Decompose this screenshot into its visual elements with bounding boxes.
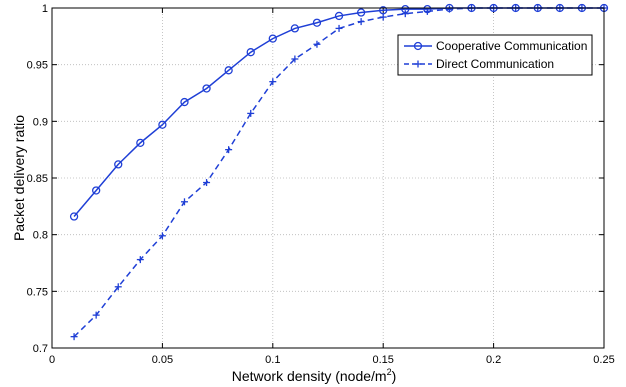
data-point-cooperative bbox=[202, 84, 211, 93]
data-point-cooperative bbox=[246, 48, 255, 57]
x-axis-label: Network density (node/m2) bbox=[232, 367, 397, 384]
x-tick-label: 0.25 bbox=[593, 354, 614, 366]
x-tick-label: 0.1 bbox=[265, 354, 280, 366]
data-point-cooperative bbox=[334, 11, 344, 21]
legend-marker-direct bbox=[414, 60, 422, 68]
y-tick-label: 0.95 bbox=[27, 60, 48, 72]
legend-label-cooperative: Cooperative Communication bbox=[436, 39, 587, 53]
data-point-direct bbox=[313, 40, 321, 48]
axis-ticks: 0 0.05 0.1 0.15 0.2 0.25 0.7 0.75 0.8 0.85 0.9 0.95… bbox=[27, 3, 615, 366]
data-point-direct bbox=[269, 78, 277, 86]
data-point-direct bbox=[225, 146, 233, 154]
data-point-direct bbox=[445, 5, 453, 13]
x-tick-label: 0 bbox=[49, 354, 55, 366]
legend-label-direct: Direct Communication bbox=[436, 57, 554, 71]
y-tick-label: 1 bbox=[42, 3, 48, 15]
data-point-direct bbox=[136, 256, 144, 264]
data-point-cooperative bbox=[158, 120, 167, 129]
data-point-direct bbox=[291, 55, 299, 63]
data-point-cooperative bbox=[268, 34, 277, 43]
y-tick-label: 0.7 bbox=[33, 343, 48, 355]
data-point-cooperative bbox=[92, 186, 101, 195]
data-point-cooperative bbox=[356, 8, 366, 17]
data-point-direct bbox=[158, 232, 166, 240]
data-point-direct bbox=[203, 179, 211, 187]
y-tick-label: 0.8 bbox=[33, 230, 48, 242]
data-point-direct bbox=[247, 109, 255, 117]
y-tick-label: 0.75 bbox=[27, 286, 48, 298]
data-point-direct bbox=[114, 283, 122, 291]
data-point-cooperative bbox=[69, 212, 79, 221]
data-point-direct bbox=[423, 7, 431, 15]
plot-frame bbox=[51, 7, 605, 349]
y-tick-label: 0.9 bbox=[33, 116, 48, 128]
data-point-direct bbox=[401, 10, 409, 18]
data-point-cooperative bbox=[136, 138, 145, 148]
x-tick-label: 0.05 bbox=[152, 354, 173, 366]
x-tick-label: 0.2 bbox=[486, 354, 501, 366]
data-point-cooperative bbox=[180, 97, 189, 107]
data-point-direct bbox=[335, 24, 343, 32]
data-point-direct bbox=[180, 198, 188, 206]
data-point-direct bbox=[92, 311, 100, 319]
data-point-direct bbox=[357, 18, 365, 26]
data-point-direct bbox=[70, 333, 78, 341]
y-axis-label: Packet delivery ratio bbox=[11, 115, 27, 241]
data-point-cooperative bbox=[312, 18, 322, 27]
legend: Cooperative Communication Direct Communi… bbox=[397, 34, 593, 76]
legend-marker-cooperative bbox=[413, 41, 423, 51]
y-tick-label: 0.85 bbox=[27, 173, 48, 185]
x-tick-label: 0.15 bbox=[372, 354, 393, 366]
data-point-cooperative bbox=[114, 160, 123, 169]
data-point-cooperative bbox=[290, 24, 300, 33]
legend-box bbox=[397, 34, 593, 76]
data-point-cooperative bbox=[224, 66, 233, 75]
data-point-direct bbox=[379, 13, 387, 21]
